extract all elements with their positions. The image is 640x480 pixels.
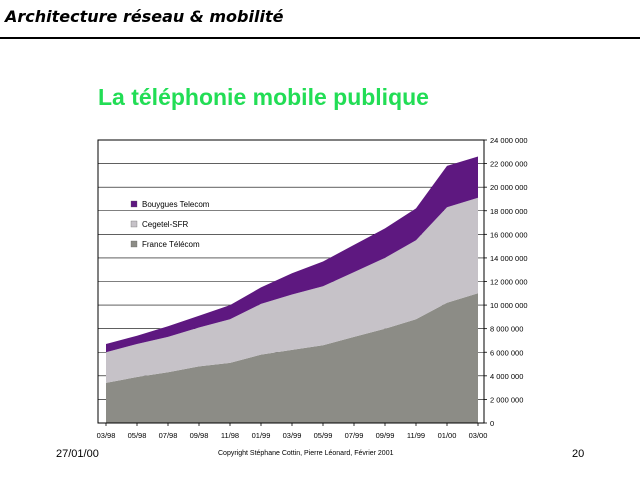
y-tick-label: 16 000 000 (490, 230, 528, 239)
legend-swatch-bouygues-telecom (130, 200, 138, 208)
legend-label-bouygues-telecom: Bouygues Telecom (142, 200, 210, 209)
y-tick-label: 0 (490, 419, 494, 428)
y-tick-label: 8 000 000 (490, 325, 523, 334)
y-tick-label: 6 000 000 (490, 348, 523, 357)
legend-label-france-t-l-com: France Télécom (142, 240, 200, 249)
x-tick-label: 09/98 (190, 431, 209, 440)
x-tick-label: 11/99 (407, 431, 425, 440)
x-tick-label: 03/00 (469, 431, 488, 440)
y-tick-label: 12 000 000 (490, 278, 528, 287)
x-tick-label: 11/98 (221, 431, 239, 440)
legend-swatch-france-t-l-com (130, 240, 138, 248)
area-series-cegetel-sfr (106, 197, 478, 383)
x-tick-label: 09/99 (376, 431, 395, 440)
footer-copyright: Copyright Stéphane Cottin, Pierre Léonar… (218, 450, 394, 457)
y-tick-label: 14 000 000 (490, 254, 528, 263)
x-tick-label: 03/98 (97, 431, 116, 440)
x-tick-label: 05/99 (314, 431, 333, 440)
y-tick-label: 24 000 000 (490, 136, 528, 145)
y-tick-label: 18 000 000 (490, 207, 528, 216)
legend-swatch-cegetel-sfr (130, 220, 138, 228)
x-tick-label: 07/98 (159, 431, 178, 440)
footer-date: 27/01/00 (56, 448, 99, 460)
y-tick-label: 4 000 000 (490, 372, 523, 381)
x-tick-label: 05/98 (128, 431, 147, 440)
area-series-france-t-l-com (106, 293, 478, 423)
y-tick-label: 10 000 000 (490, 301, 528, 310)
legend-label-cegetel-sfr: Cegetel-SFR (142, 220, 188, 229)
x-tick-label: 07/99 (345, 431, 364, 440)
y-tick-label: 22 000 000 (490, 160, 528, 169)
y-tick-label: 20 000 000 (490, 183, 528, 192)
footer-page-number: 20 (572, 448, 585, 460)
x-tick-label: 03/99 (283, 431, 302, 440)
y-tick-label: 2 000 000 (490, 395, 523, 404)
area-series-bouygues-telecom (106, 156, 478, 353)
slide-title: La téléphonie mobile publique (98, 84, 429, 110)
x-tick-label: 01/99 (252, 431, 271, 440)
header-title: Architecture réseau & mobilité (5, 7, 284, 26)
x-tick-label: 01/00 (438, 431, 457, 440)
header-bar: Architecture réseau & mobilité (0, 0, 640, 39)
